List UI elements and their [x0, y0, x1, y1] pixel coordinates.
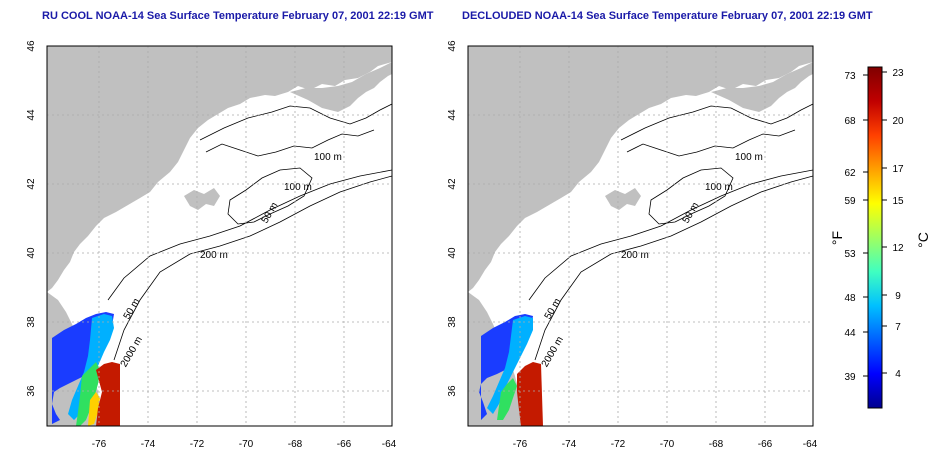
right-land-nova-scotia [711, 62, 813, 112]
left-land-cape-cod [184, 188, 220, 210]
right-lat-tick-label: 44 [447, 109, 458, 121]
left-lon-tick-label: -76 [92, 439, 107, 450]
left-lat-tick-label: 36 [26, 385, 37, 397]
left-map-panel: 100 m 100 m 50 m 200 m 50 m 2000 m -76 -… [26, 40, 397, 450]
colorbar-f-label: 68 [844, 116, 856, 127]
right-grid [468, 46, 813, 426]
right-contour-label-100m-a: 100 m [735, 152, 763, 163]
right-sst-red [517, 362, 543, 426]
right-lat-tick-label: 38 [447, 316, 458, 328]
colorbar-c-label: 12 [892, 243, 904, 254]
left-sst-yellow [88, 392, 100, 426]
right-contour-label-200m: 200 m [621, 250, 649, 261]
right-lon-tick-label: -74 [562, 439, 577, 450]
left-lon-tick-labels: -76 -74 -72 -70 -68 -66 -64 [92, 439, 397, 450]
colorbar-f-label: 39 [844, 372, 856, 383]
colorbar-celsius-ticks [882, 71, 887, 374]
left-contour-label-100m-b: 100 m [284, 182, 312, 193]
left-lat-tick-label: 42 [26, 178, 37, 190]
colorbar-fahrenheit-labels: 73 68 62 59 53 48 44 39 [844, 71, 856, 383]
colorbar-c-label: 15 [892, 196, 904, 207]
right-panel-title: DECLOUDED NOAA-14 Sea Surface Temperatur… [462, 10, 873, 22]
left-sst-green [76, 362, 100, 426]
left-grid [47, 46, 392, 426]
colorbar-celsius-labels: 23 20 17 15 12 9 7 4 [892, 68, 904, 380]
colorbar-f-label: 44 [844, 328, 856, 339]
left-sst-red [96, 362, 120, 426]
colorbar-ramp [867, 66, 883, 409]
left-contour-50m [227, 167, 313, 225]
left-land [47, 46, 392, 292]
left-lat-tick-label: 44 [26, 109, 37, 121]
colorbar-c-label: 9 [895, 291, 901, 302]
colorbar-f-label: 48 [844, 293, 856, 304]
right-contour-200m [528, 169, 814, 301]
right-lon-tick-labels: -76 -74 -72 -70 -68 -66 -64 [513, 439, 818, 450]
left-land-nova-scotia [290, 62, 392, 112]
left-lon-tick-label: -72 [190, 439, 205, 450]
left-contour-label-100m-a: 100 m [314, 152, 342, 163]
colorbar-f-label: 59 [844, 196, 856, 207]
right-lat-tick-label: 36 [447, 385, 458, 397]
right-lon-tick-label: -68 [709, 439, 724, 450]
left-lat-tick-label: 46 [26, 40, 37, 52]
colorbar-f-label: 62 [844, 168, 856, 179]
left-contour-2000m [113, 175, 393, 361]
colorbar-c-label: 7 [895, 322, 901, 333]
right-sst-green [497, 378, 517, 420]
right-lon-tick-label: -76 [513, 439, 528, 450]
right-lon-tick-label: -64 [803, 439, 818, 450]
colorbar-c-label: 23 [892, 68, 904, 79]
colorbar-c-label: 4 [895, 369, 901, 380]
right-land [468, 46, 813, 292]
left-lon-tick-label: -68 [288, 439, 303, 450]
right-sst-cyan [487, 316, 533, 414]
colorbar-f-label: 73 [844, 71, 856, 82]
left-lon-tick-label: -66 [337, 439, 352, 450]
left-lat-tick-label: 38 [26, 316, 37, 328]
left-map-frame [46, 45, 393, 427]
colorbar-c-label: 17 [892, 164, 904, 175]
right-map-frame [467, 45, 814, 427]
right-lon-tick-label: -70 [660, 439, 675, 450]
right-contour-gulf [626, 129, 796, 157]
left-contour-200m [107, 169, 393, 301]
colorbar-f-label: 53 [844, 249, 856, 260]
left-contour-label-200m: 200 m [200, 250, 228, 261]
left-lat-tick-label: 40 [26, 247, 37, 259]
left-lon-tick-label: -74 [141, 439, 156, 450]
left-contour-gulf [205, 129, 375, 157]
left-lon-tick-label: -64 [382, 439, 397, 450]
colorbar-c-label: 20 [892, 116, 904, 127]
colorbar-fahrenheit-unit: °F [829, 231, 845, 245]
colorbar-celsius-unit: °C [915, 232, 931, 248]
right-lat-tick-labels: 36 38 40 42 44 46 [447, 40, 458, 397]
colorbar-fahrenheit-ticks [863, 74, 868, 377]
colorbar: 73 68 62 59 53 48 44 39 23 20 17 15 12 9… [829, 66, 931, 409]
right-map-panel: 100 m 100 m 50 m 200 m 50 m 2000 m -76 -… [447, 40, 818, 450]
right-lon-tick-label: -66 [758, 439, 773, 450]
left-panel-title: RU COOL NOAA-14 Sea Surface Temperature … [42, 10, 434, 22]
right-lat-tick-label: 46 [447, 40, 458, 52]
right-lat-tick-label: 42 [447, 178, 458, 190]
right-contour-50m [648, 167, 734, 225]
right-contour-100m [620, 103, 814, 141]
left-lat-tick-labels: 36 38 40 42 44 46 [26, 40, 37, 397]
right-contour-label-100m-b: 100 m [705, 182, 733, 193]
left-lon-tick-label: -70 [239, 439, 254, 450]
left-contour-100m [199, 103, 393, 141]
right-lon-tick-label: -72 [611, 439, 626, 450]
right-lat-tick-label: 40 [447, 247, 458, 259]
right-contour-2000m [534, 175, 814, 361]
right-land-cape-cod [605, 188, 641, 210]
